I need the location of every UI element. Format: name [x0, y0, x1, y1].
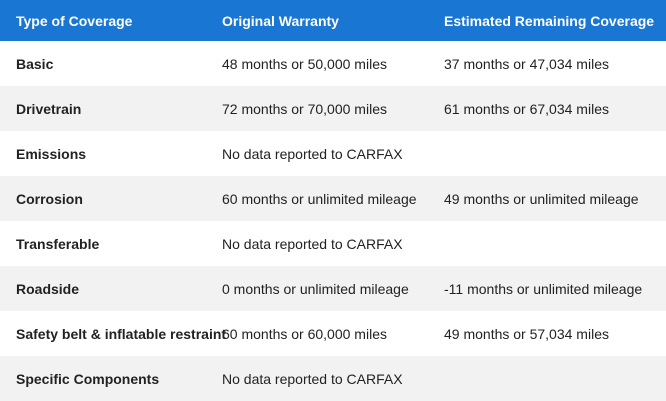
original-warranty-cell: 60 months or 60,000 miles	[222, 325, 387, 342]
table-row-drivetrain: Drivetrain 72 months or 70,000 miles 61 …	[0, 86, 666, 131]
coverage-type-cell: Corrosion	[16, 190, 83, 207]
original-warranty-cell: No data reported to CARFAX	[222, 235, 403, 252]
remaining-coverage-cell: 49 months or unlimited mileage	[444, 190, 639, 207]
table-row-roadside: Roadside 0 months or unlimited mileage -…	[0, 266, 666, 311]
header-estimated-remaining-coverage: Estimated Remaining Coverage	[444, 12, 655, 29]
original-warranty-cell: No data reported to CARFAX	[222, 145, 403, 162]
original-warranty-cell: No data reported to CARFAX	[222, 370, 403, 387]
original-warranty-cell: 72 months or 70,000 miles	[222, 100, 387, 117]
coverage-type-cell: Emissions	[16, 145, 87, 162]
coverage-type-cell: Basic	[16, 55, 54, 72]
table-row-corrosion: Corrosion 60 months or unlimited mileage…	[0, 176, 666, 221]
table-row-safety-belt: Safety belt & inflatable restraint 60 mo…	[0, 311, 666, 356]
original-warranty-cell: 48 months or 50,000 miles	[222, 55, 387, 72]
coverage-type-cell: Transferable	[16, 235, 100, 252]
coverage-type-cell: Specific Components	[16, 370, 160, 387]
original-warranty-cell: 60 months or unlimited mileage	[222, 190, 417, 207]
table-row-emissions: Emissions No data reported to CARFAX	[0, 131, 666, 176]
header-original-warranty: Original Warranty	[222, 12, 339, 29]
table-row-transferable: Transferable No data reported to CARFAX	[0, 221, 666, 266]
remaining-coverage-cell: 61 months or 67,034 miles	[444, 100, 609, 117]
table-row-specific-components: Specific Components No data reported to …	[0, 356, 666, 401]
coverage-type-cell: Safety belt & inflatable restraint	[16, 325, 227, 342]
coverage-type-cell: Drivetrain	[16, 100, 82, 117]
remaining-coverage-cell: -11 months or unlimited mileage	[444, 280, 643, 297]
table-row-basic: Basic 48 months or 50,000 miles 37 month…	[0, 41, 666, 86]
table-header-row: Type of Coverage Original Warranty Estim…	[0, 0, 666, 41]
remaining-coverage-cell: 49 months or 57,034 miles	[444, 325, 609, 342]
remaining-coverage-cell: 37 months or 47,034 miles	[444, 55, 609, 72]
original-warranty-cell: 0 months or unlimited mileage	[222, 280, 409, 297]
coverage-type-cell: Roadside	[16, 280, 80, 297]
header-type-of-coverage: Type of Coverage	[16, 12, 133, 29]
